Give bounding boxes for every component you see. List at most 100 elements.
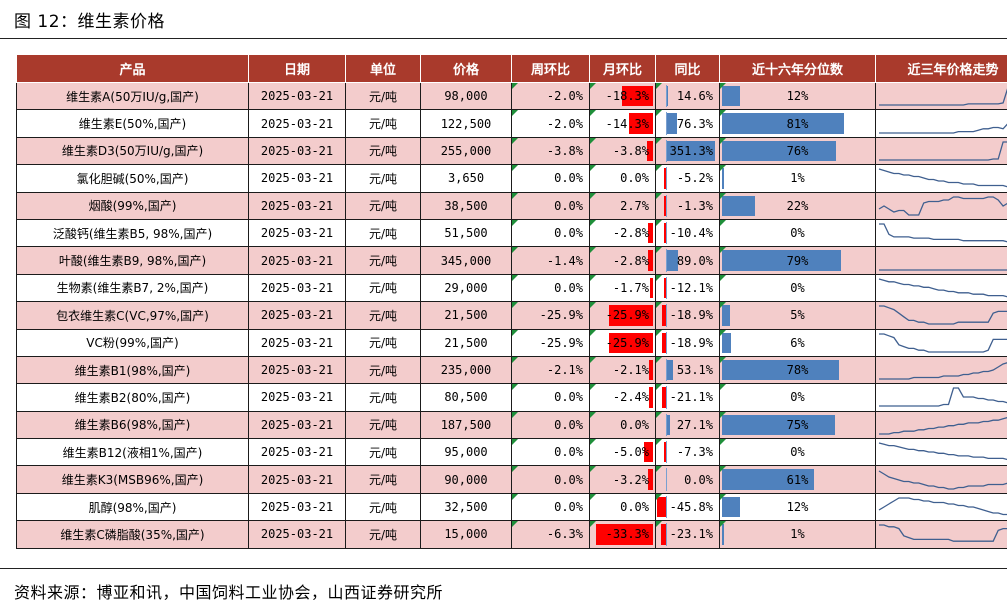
cell-mom: 0.0% bbox=[589, 164, 656, 193]
cell-price: 98,000 bbox=[420, 81, 512, 111]
cell-price-text: 235,000 bbox=[440, 363, 492, 378]
flag-marker bbox=[512, 466, 518, 473]
cell-unit-text: 元/吨 bbox=[368, 199, 398, 214]
cell-product-text: 维生素K3(MSB96%,国产) bbox=[61, 473, 204, 488]
percentile-bar bbox=[722, 332, 731, 353]
cell-mom-text: -1.7% bbox=[612, 280, 649, 295]
trend-sparkline bbox=[879, 416, 1007, 435]
cell-wow-text: 0.0% bbox=[554, 198, 583, 213]
cell-percentile: 76% bbox=[719, 136, 876, 166]
cell-wow-text: 0.0% bbox=[554, 445, 583, 460]
cell-unit: 元/吨 bbox=[345, 218, 421, 248]
cell-wow: -1.4% bbox=[511, 246, 590, 275]
cell-trend bbox=[875, 410, 1007, 440]
cell-mom: -2.1% bbox=[589, 355, 656, 385]
cell-wow: -2.0% bbox=[511, 109, 590, 138]
cell-mom: -5.0% bbox=[589, 438, 656, 467]
cell-price-text: 345,000 bbox=[440, 253, 492, 268]
flag-marker bbox=[720, 138, 726, 144]
flag-marker bbox=[590, 302, 596, 309]
cell-product-text: 包衣维生素C(VC,97%,国产) bbox=[56, 308, 209, 323]
cell-wow: -2.1% bbox=[511, 355, 590, 385]
trend-line bbox=[879, 333, 1007, 353]
header-trend: 近三年价格走势 bbox=[875, 54, 1007, 83]
cell-mom: -14.3% bbox=[589, 109, 656, 138]
flag-marker bbox=[720, 83, 726, 89]
cell-yoy: -45.8% bbox=[655, 492, 720, 522]
trend-line bbox=[878, 442, 1007, 461]
trend-line bbox=[879, 141, 1007, 161]
mom-bar bbox=[647, 469, 653, 490]
cell-yoy-text: 76.3% bbox=[676, 116, 713, 131]
trend-line bbox=[878, 196, 1007, 216]
header-mom: 月环比 bbox=[589, 54, 656, 83]
cell-yoy: 351.3% bbox=[655, 136, 720, 166]
flag-marker bbox=[720, 220, 726, 226]
percentile-bar bbox=[722, 305, 730, 326]
cell-unit: 元/吨 bbox=[345, 492, 421, 522]
cell-percentile: 0% bbox=[719, 383, 876, 412]
mom-bar bbox=[648, 387, 653, 408]
cell-mom: -25.9% bbox=[589, 328, 656, 357]
cell-percentile: 5% bbox=[719, 301, 876, 330]
trend-sparkline bbox=[878, 470, 1007, 490]
mom-bar bbox=[650, 277, 653, 299]
yoy-axis bbox=[666, 441, 667, 464]
cell-price-text: 15,000 bbox=[444, 527, 488, 542]
cell-mom-text: -25.9% bbox=[605, 308, 649, 323]
cell-date: 2025-03-21 bbox=[248, 246, 346, 275]
cell-unit: 元/吨 bbox=[345, 191, 421, 220]
trend-sparkline bbox=[878, 278, 1007, 298]
cell-wow: 0.0% bbox=[511, 383, 590, 412]
cell-unit: 元/吨 bbox=[345, 520, 421, 549]
cell-yoy: -18.9% bbox=[655, 328, 720, 357]
cell-yoy: 14.6% bbox=[655, 81, 720, 111]
flag-marker bbox=[512, 83, 518, 89]
cell-mom-text: -25.9% bbox=[605, 335, 649, 350]
cell-yoy: -5.2% bbox=[655, 164, 720, 193]
cell-product: 氯化胆碱(50%,国产) bbox=[16, 164, 249, 193]
cell-mom: 0.0% bbox=[589, 410, 656, 440]
cell-yoy-text: 0.0% bbox=[684, 472, 713, 487]
cell-price-text: 3,650 bbox=[447, 171, 485, 186]
cell-yoy: 0.0% bbox=[655, 465, 720, 494]
cell-mom: -2.4% bbox=[589, 383, 656, 412]
cell-percentile-text: 79% bbox=[786, 253, 809, 268]
yoy-bar bbox=[666, 250, 679, 271]
flag-marker bbox=[512, 193, 518, 199]
cell-price-text: 21,500 bbox=[444, 308, 488, 323]
flag-marker bbox=[590, 357, 596, 363]
cell-product: 维生素B2(80%,国产) bbox=[16, 383, 249, 412]
table-row: 维生素B6(98%,国产) 2025-03-21 元/吨 187,500 0.0% 0.0… bbox=[16, 410, 1007, 440]
cell-date-text: 2025-03-21 bbox=[260, 116, 334, 131]
yoy-axis bbox=[666, 167, 667, 190]
cell-date-text: 2025-03-21 bbox=[260, 226, 334, 241]
cell-yoy-text: -23.1% bbox=[669, 527, 713, 542]
flag-marker bbox=[656, 521, 662, 528]
cell-unit-text: 元/吨 bbox=[368, 171, 398, 186]
cell-product: 肌醇(98%,国产) bbox=[16, 492, 249, 522]
cell-percentile: 1% bbox=[719, 520, 876, 549]
cell-product-text: 维生素A(50万IU/g,国产) bbox=[66, 89, 199, 104]
percentile-bar bbox=[722, 86, 740, 107]
cell-yoy: 27.1% bbox=[655, 410, 720, 440]
cell-price: 51,500 bbox=[420, 218, 512, 248]
flag-marker bbox=[720, 439, 726, 446]
trend-sparkline bbox=[879, 223, 1007, 243]
flag-marker bbox=[512, 521, 518, 528]
flag-marker bbox=[720, 494, 726, 500]
flag-marker bbox=[590, 110, 596, 117]
cell-unit: 元/吨 bbox=[345, 465, 421, 494]
yoy-bar bbox=[663, 277, 666, 299]
cell-wow-text: 0.0% bbox=[554, 171, 583, 186]
flag-marker bbox=[720, 247, 726, 254]
flag-marker bbox=[590, 165, 596, 172]
cell-product-text: 维生素B2(80%,国产) bbox=[74, 390, 191, 405]
flag-marker bbox=[512, 412, 518, 418]
trend-line bbox=[879, 305, 1007, 325]
cell-mom-text: -33.3% bbox=[605, 527, 649, 542]
cell-mom-text: -14.3% bbox=[605, 116, 649, 131]
trend-line bbox=[879, 88, 1007, 106]
cell-percentile-text: 0% bbox=[790, 280, 805, 295]
cell-date: 2025-03-21 bbox=[248, 328, 346, 357]
